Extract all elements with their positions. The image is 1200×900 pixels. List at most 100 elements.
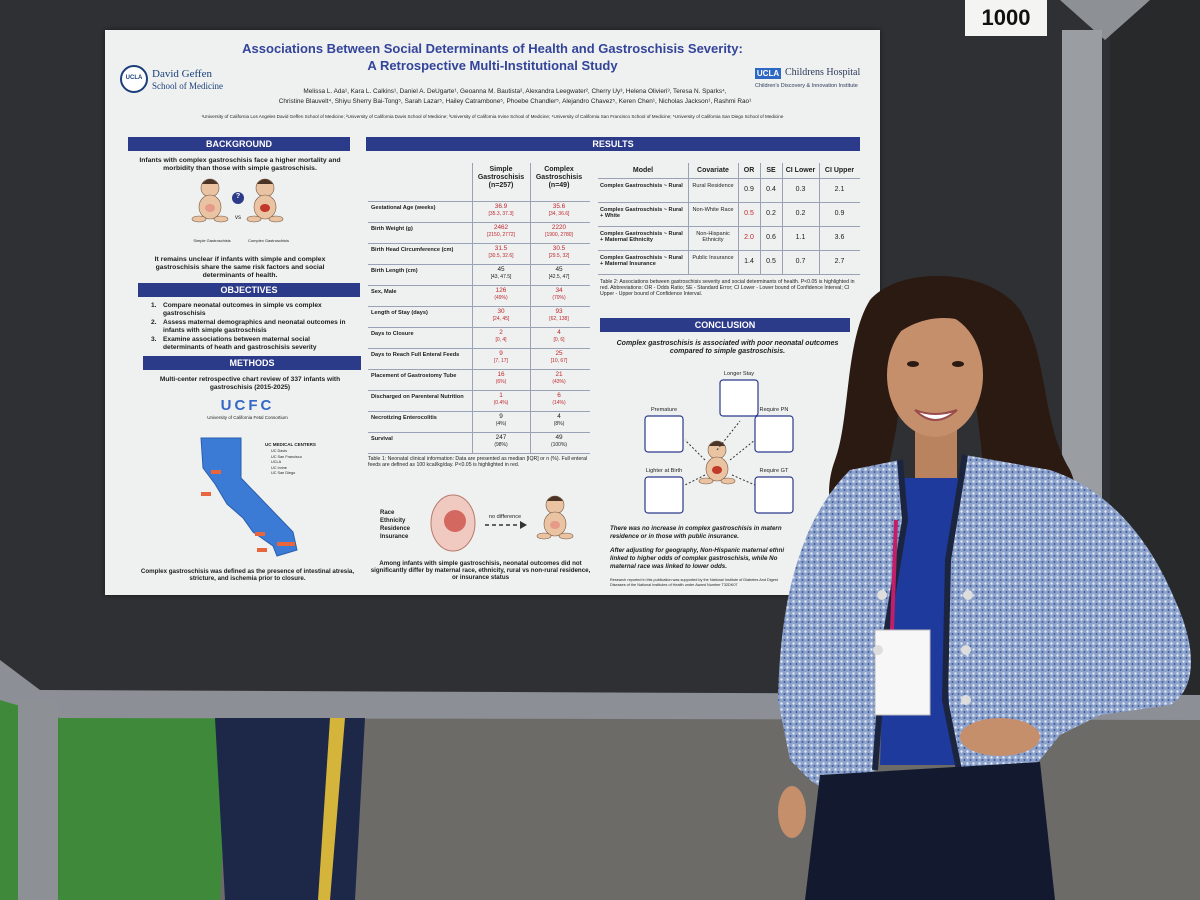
table-cell-text: Non-Hispanic Ethnicity <box>696 231 730 244</box>
table-cell-text: Complex Gastroschisis ~ Rural + Maternal… <box>600 231 683 244</box>
logo-mark: UCLA <box>125 75 143 81</box>
cell-range: [34, 36.6] <box>548 211 570 217</box>
table-rule <box>598 250 860 251</box>
table-rule <box>368 411 590 412</box>
table-header: Complex Gastroschisis (n=49) <box>535 166 583 190</box>
background-text: Infants with complex gastroschisis face … <box>139 157 341 172</box>
button <box>873 645 883 655</box>
table-cell-value: 0.9 <box>834 210 845 217</box>
hand <box>960 718 1040 756</box>
cell-value: 35.6 <box>552 203 566 210</box>
table-rule <box>368 369 590 370</box>
row-label: Days to Reach Full Enteral Feeds <box>371 352 460 358</box>
cell-range: [29.5, 32] <box>548 253 570 259</box>
table-caption: Table 1: Neonatal clinical information: … <box>368 456 588 468</box>
map-legend-item: UC San Francisco <box>271 454 302 459</box>
table-rule <box>368 222 590 223</box>
frame-leg <box>18 700 58 900</box>
cell-range: [2150, 2772] <box>487 232 515 238</box>
button <box>961 645 971 655</box>
map-legend-item: UC Davis <box>271 449 288 453</box>
table-rule <box>368 348 590 349</box>
objective-text: Examine associations between maternal so… <box>163 336 317 351</box>
cell-value: 9 <box>499 350 503 357</box>
cell-value: 16 <box>497 371 505 378</box>
race-label: Ethnicity <box>380 518 406 524</box>
logo-institute: Children's Discovery & Innovation Instit… <box>755 83 858 89</box>
figure-label: Complex Gastroschisis <box>248 238 289 243</box>
table-rule <box>368 432 590 433</box>
race-text: Among infants with simple gastroschisis,… <box>370 560 591 582</box>
cell-value: 1 <box>499 392 503 399</box>
badge <box>874 629 931 716</box>
table-cell-value: 2.7 <box>834 258 845 265</box>
table-cell-text: Complex Gastroschisis ~ Rural + Maternal… <box>600 255 683 268</box>
smile <box>914 409 958 421</box>
authors: Christine Blauvelt⁴, Shiyu Sherry Bai-To… <box>278 98 752 105</box>
cell-value: 49 <box>555 434 563 441</box>
cell-value: 25 <box>555 350 563 357</box>
cell-value: 6 <box>557 392 561 399</box>
table-cell-text: Complex Gastroschisis ~ Rural + White <box>600 207 683 220</box>
cell-range: (8%) <box>553 421 565 427</box>
table-cell-value: 0.7 <box>795 258 806 265</box>
cell-range: (6%) <box>495 379 507 385</box>
cell-range: (0.4%) <box>493 400 509 406</box>
table-header: SE <box>766 167 776 174</box>
cell-range: (4%) <box>495 421 507 427</box>
cell-range: [43, 47.5] <box>490 274 512 280</box>
cell-range: (98%) <box>494 442 508 448</box>
california-map <box>200 437 298 557</box>
conclusion-finding: After adjusting for geography, Non-Hispa… <box>610 547 785 554</box>
row-label: Days to Closure <box>371 331 414 337</box>
methods-footer: Complex gastroschisis was defined as the… <box>140 568 355 583</box>
table-rule <box>530 163 531 453</box>
cell-range: [62, 138] <box>549 316 569 322</box>
table-rule <box>368 285 590 286</box>
cell-value: 247 <box>495 434 507 441</box>
map-legend-title: UC MEDICAL CENTERS <box>265 442 316 447</box>
section-heading: RESULTS <box>366 137 860 151</box>
blazer-left <box>778 460 905 800</box>
cell-range: [7, 17] <box>494 358 508 364</box>
hand <box>778 786 806 838</box>
eye <box>907 361 919 367</box>
row-label: Birth Head Circumference (cm) <box>371 247 454 253</box>
objective-text: Assess maternal demographics and neonata… <box>163 319 346 334</box>
objective-number: 2. <box>151 319 157 326</box>
row-label: Birth Weight (g) <box>371 226 413 232</box>
row-label: Gestational Age (weeks) <box>371 205 436 211</box>
row-label: Placement of Gastrostomy Tube <box>371 373 457 379</box>
cell-value: 4 <box>557 329 561 336</box>
table-cell-value: 1.1 <box>795 234 806 241</box>
map-legend-item: UC San Diego <box>271 471 296 475</box>
table-rule <box>368 201 590 202</box>
conclusion-figure <box>644 379 794 514</box>
table-cell-text: Public Insurance <box>692 255 734 261</box>
objective-number: 1. <box>151 302 157 309</box>
eye <box>952 361 964 367</box>
conclusion-finding: There was no increase in complex gastros… <box>610 525 782 532</box>
infant-illustration <box>191 178 229 223</box>
table-cell-value: 0.2 <box>766 210 776 217</box>
cell-value: 2 <box>499 329 503 336</box>
race-label: Race <box>380 510 395 516</box>
cell-value: 2462 <box>493 224 509 231</box>
cell-range: (70%) <box>552 295 566 301</box>
cell-value: 30.5 <box>552 245 566 252</box>
figure-label: Longer Stay <box>723 371 755 377</box>
table-header: OR <box>743 167 755 174</box>
table-rule <box>598 226 860 227</box>
figure-label: vs <box>235 215 241 221</box>
cell-range: [24, 45] <box>492 316 510 322</box>
map-legend-item: UC Irvine <box>271 465 287 470</box>
section-heading: OBJECTIVES <box>138 283 360 297</box>
button <box>963 590 973 600</box>
cell-range: (14%) <box>552 400 566 406</box>
cell-value: 126 <box>495 287 507 294</box>
table-cell-value: 0.6 <box>766 234 776 241</box>
table-rule <box>782 163 783 274</box>
fringe <box>885 300 992 345</box>
cell-range: (100%) <box>550 442 568 448</box>
